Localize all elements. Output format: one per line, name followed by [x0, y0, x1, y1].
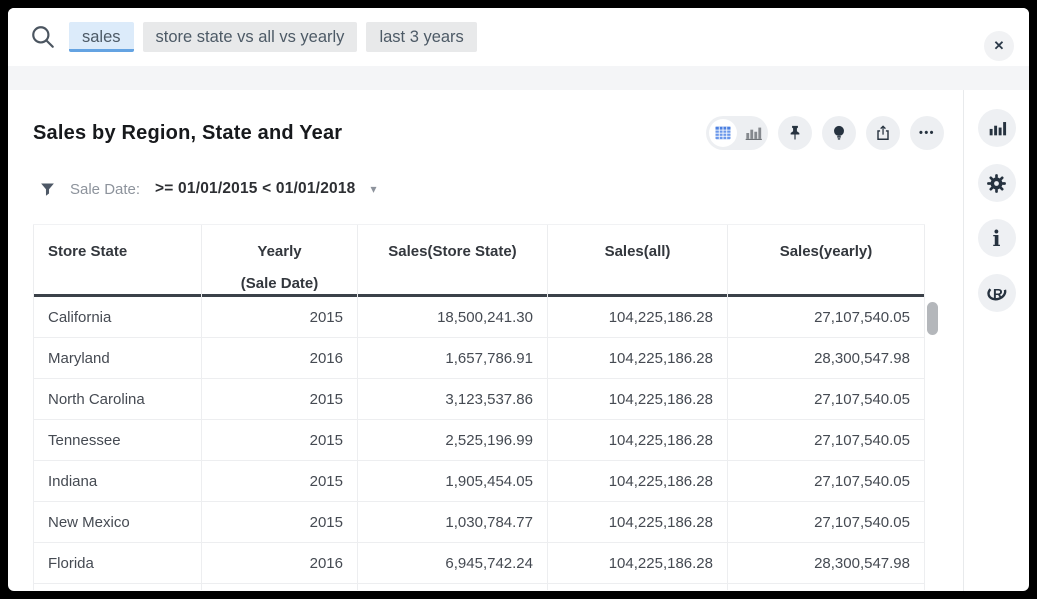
cell-sales-all: 104,225,186.28: [548, 338, 728, 378]
column-header-sales-store-state[interactable]: Sales(Store State): [358, 225, 548, 300]
bar-chart-icon: [989, 122, 1006, 136]
gear-icon: [987, 173, 1006, 193]
results-table-body: California 2015 18,500,241.30 104,225,18…: [33, 297, 963, 584]
settings-button[interactable]: [977, 164, 1016, 202]
cell-sales-store-state: 2,525,196.99: [358, 420, 548, 460]
table-header-row: Store State Yearly (Sale Date) Sales(Sto…: [33, 224, 925, 300]
cell-sales-store-state: 1,905,454.05: [358, 461, 548, 501]
r-analysis-button[interactable]: R: [977, 274, 1016, 312]
cell-sales-yearly: 27,107,540.05: [728, 461, 925, 501]
ellipsis-icon: •••: [918, 127, 936, 139]
cell-sales-yearly: 27,107,540.05: [728, 297, 925, 337]
search-token-list: sales store state vs all vs yearly last …: [69, 22, 477, 52]
cell-sales-store-state: 1,030,784.77: [358, 502, 548, 542]
search-bar[interactable]: sales store state vs all vs yearly last …: [8, 8, 1029, 66]
info-icon: i: [992, 225, 1001, 251]
page-title: Sales by Region, State and Year: [33, 121, 343, 144]
share-upload-icon: [877, 125, 889, 140]
cell-yearly: 2016: [202, 543, 358, 583]
cell-yearly: 2015: [202, 420, 358, 460]
svg-text:R: R: [993, 287, 1003, 302]
chart-visualization-button[interactable]: [977, 109, 1016, 147]
cell-sales-all: 104,225,186.28: [548, 379, 728, 419]
cell-store-state: Indiana: [33, 461, 202, 501]
column-header-store-state[interactable]: Store State: [33, 225, 202, 300]
cell-sales-yearly: 28,300,547.98: [728, 338, 925, 378]
cell-yearly: 2016: [202, 338, 358, 378]
cell-store-state: Florida: [33, 543, 202, 583]
cell-yearly: 2015: [202, 379, 358, 419]
results-table: Store State Yearly (Sale Date) Sales(Sto…: [33, 224, 963, 590]
answer-panel: Sales by Region, State and Year: [8, 90, 963, 591]
app-window: sales store state vs all vs yearly last …: [8, 8, 1029, 591]
cell-store-state: Tennessee: [33, 420, 202, 460]
search-token-sales[interactable]: sales: [69, 22, 134, 52]
filter-value: >= 01/01/2015 < 01/01/2018: [155, 180, 356, 197]
cell-sales-yearly: 27,107,540.05: [728, 379, 925, 419]
search-token-store-state-vs-all-vs-yearly[interactable]: store state vs all vs yearly: [142, 22, 358, 52]
cell-store-state: California: [33, 297, 202, 337]
search-icon: [32, 26, 54, 48]
cell-yearly: 2015: [202, 297, 358, 337]
column-header-sales-all[interactable]: Sales(all): [548, 225, 728, 300]
cell-store-state: Maryland: [33, 338, 202, 378]
cell-sales-all: 104,225,186.28: [548, 461, 728, 501]
filter-funnel-icon: [41, 183, 54, 196]
r-logo-icon: R: [986, 284, 1006, 302]
table-icon: [715, 126, 731, 140]
column-header-yearly[interactable]: Yearly (Sale Date): [202, 225, 358, 300]
sale-date-filter-chip[interactable]: Sale Date: >= 01/01/2015 < 01/01/2018 ▾: [39, 180, 963, 198]
share-button[interactable]: [866, 116, 900, 150]
cell-sales-store-state: 6,945,742.24: [358, 543, 548, 583]
insight-bulb-button[interactable]: [822, 116, 856, 150]
cell-sales-all: 104,225,186.28: [548, 502, 728, 542]
column-header-sales-yearly[interactable]: Sales(yearly): [728, 225, 925, 300]
cell-sales-all: 104,225,186.28: [548, 543, 728, 583]
table-row-partial: [33, 584, 925, 590]
cell-sales-store-state: 3,123,537.86: [358, 379, 548, 419]
right-icon-rail: i R: [963, 90, 1029, 591]
bar-chart-icon: [745, 127, 762, 140]
table-row[interactable]: California 2015 18,500,241.30 104,225,18…: [33, 297, 925, 338]
filter-label: Sale Date:: [70, 180, 141, 198]
chevron-down-icon[interactable]: ▾: [370, 182, 377, 196]
table-view-button[interactable]: [709, 119, 737, 147]
cell-sales-store-state: 1,657,786.91: [358, 338, 548, 378]
cell-store-state: New Mexico: [33, 502, 202, 542]
cell-sales-all: 104,225,186.28: [548, 297, 728, 337]
cell-sales-yearly: 27,107,540.05: [728, 502, 925, 542]
table-row[interactable]: Indiana 2015 1,905,454.05 104,225,186.28…: [33, 461, 925, 502]
search-token-last-3-years[interactable]: last 3 years: [366, 22, 477, 52]
pin-button[interactable]: [778, 116, 812, 150]
cell-sales-store-state: 18,500,241.30: [358, 297, 548, 337]
table-row[interactable]: Tennessee 2015 2,525,196.99 104,225,186.…: [33, 420, 925, 461]
table-row[interactable]: North Carolina 2015 3,123,537.86 104,225…: [33, 379, 925, 420]
table-row[interactable]: New Mexico 2015 1,030,784.77 104,225,186…: [33, 502, 925, 543]
lightbulb-icon: [834, 125, 844, 140]
cell-sales-yearly: 28,300,547.98: [728, 543, 925, 583]
table-row[interactable]: Florida 2016 6,945,742.24 104,225,186.28…: [33, 543, 925, 584]
table-row[interactable]: Maryland 2016 1,657,786.91 104,225,186.2…: [33, 338, 925, 379]
cell-store-state: North Carolina: [33, 379, 202, 419]
answer-toolbar: •••: [706, 116, 944, 150]
cell-yearly: 2015: [202, 461, 358, 501]
table-scrollbar-thumb[interactable]: [927, 302, 938, 335]
close-search-button[interactable]: ✕: [984, 31, 1014, 61]
view-toggle: [706, 116, 768, 150]
info-button[interactable]: i: [977, 219, 1016, 257]
cell-sales-all: 104,225,186.28: [548, 420, 728, 460]
cell-sales-yearly: 27,107,540.05: [728, 420, 925, 460]
more-options-button[interactable]: •••: [910, 116, 944, 150]
header-divider-band: [8, 66, 1029, 90]
close-icon: ✕: [993, 38, 1005, 53]
chart-view-button[interactable]: [737, 123, 768, 143]
cell-yearly: 2015: [202, 502, 358, 542]
pin-icon: [790, 125, 800, 140]
